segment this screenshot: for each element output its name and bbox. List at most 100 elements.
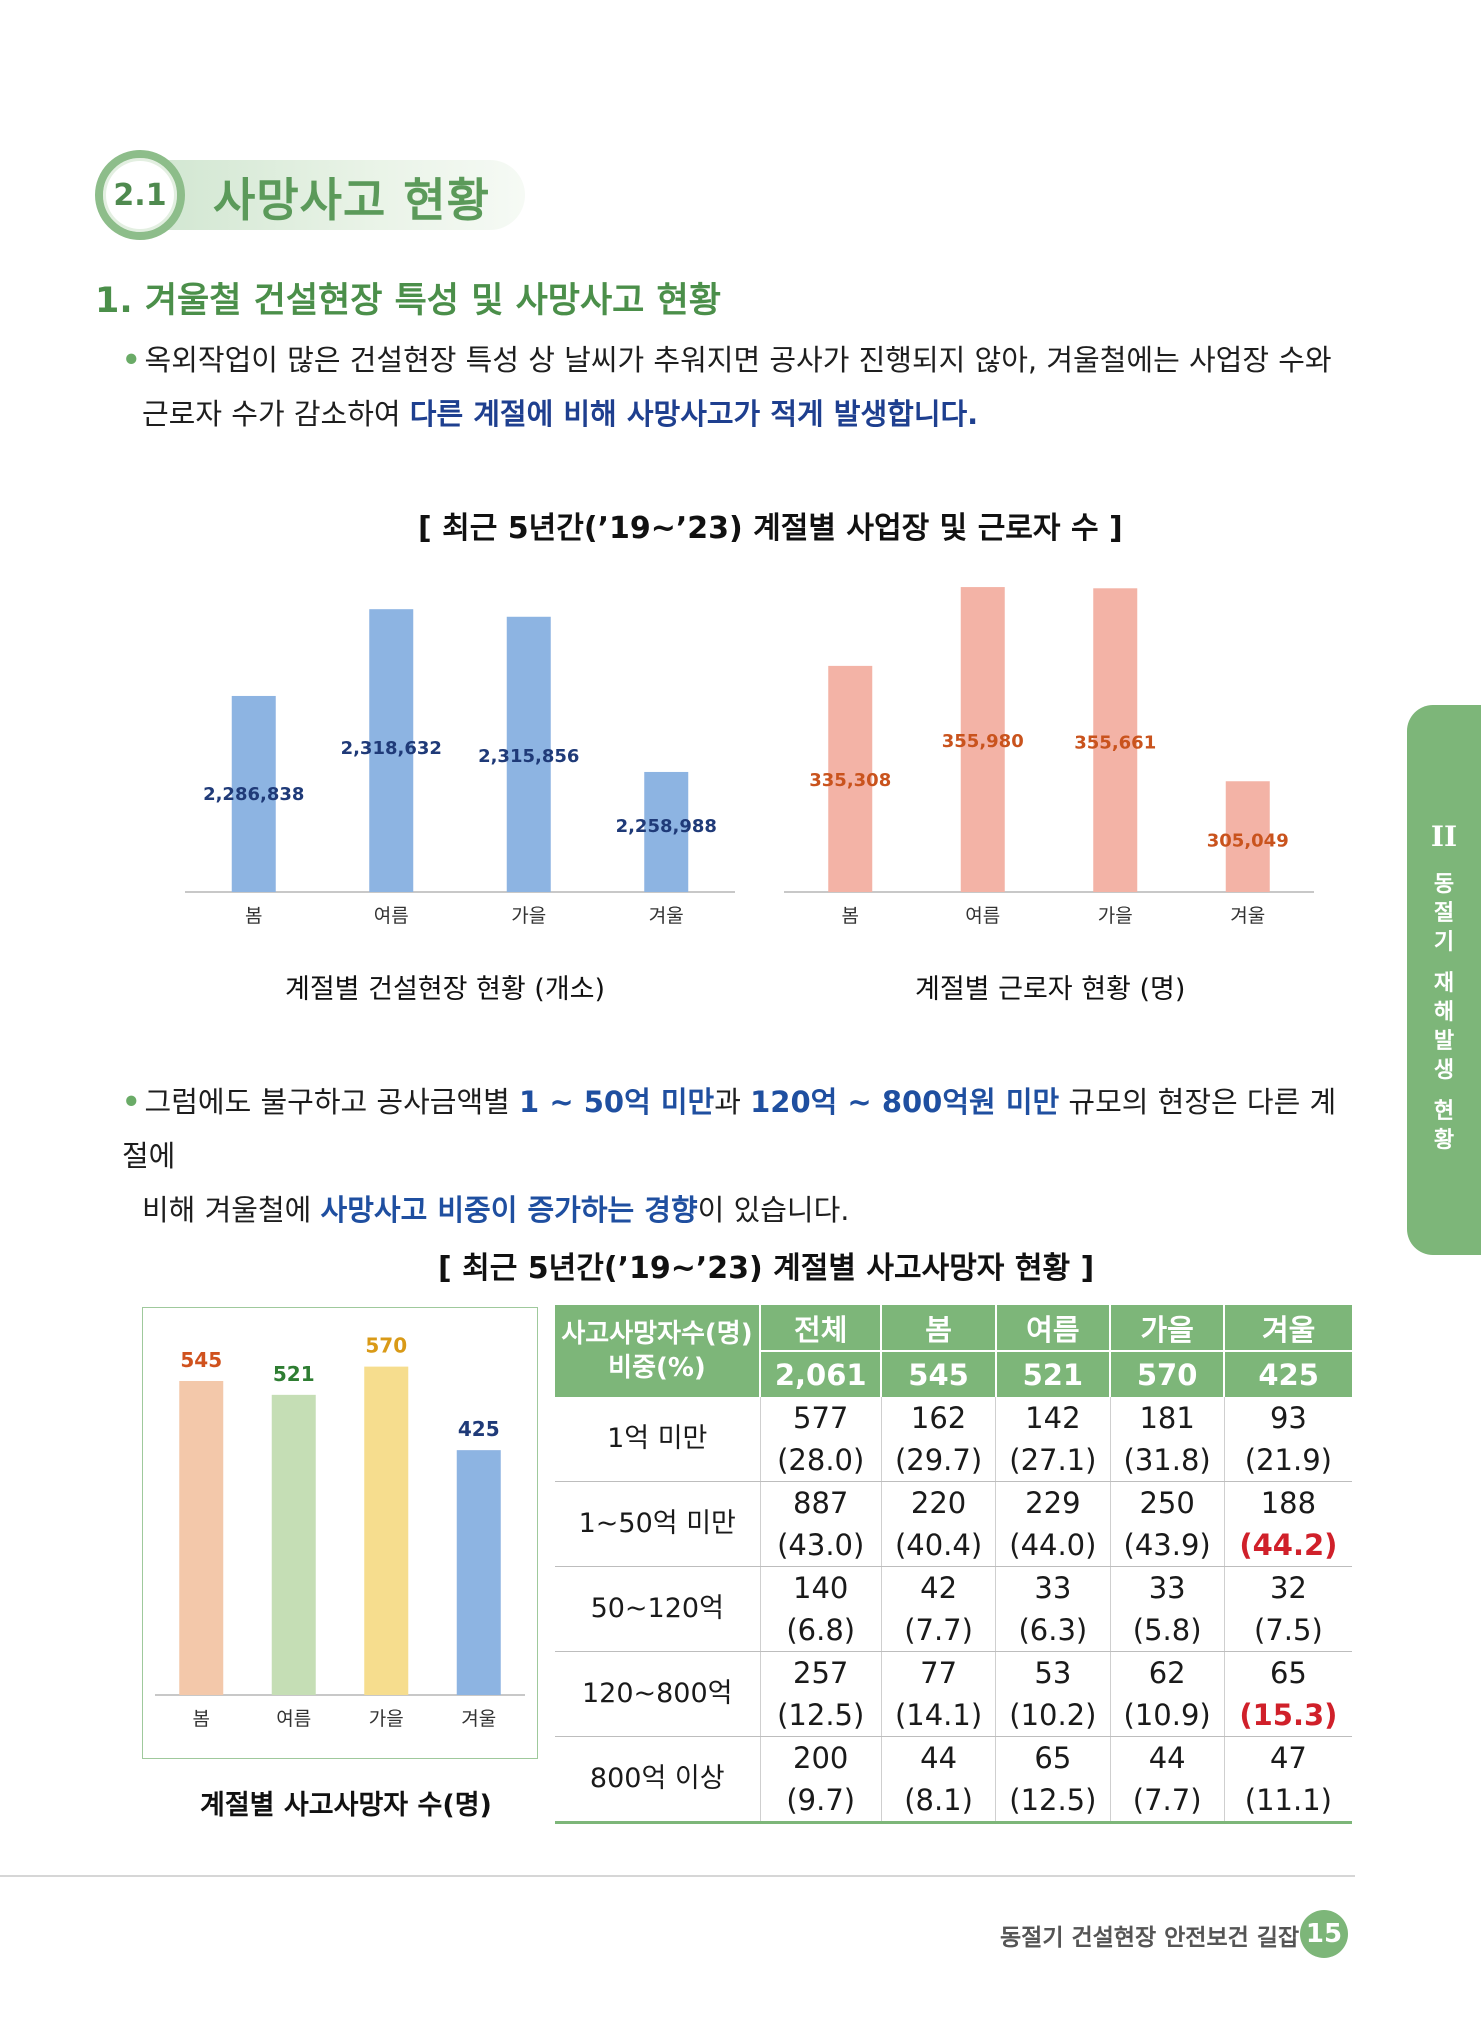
category-label: 여름 xyxy=(374,905,409,927)
chapter-title-char: 기 xyxy=(1433,930,1455,955)
count-cell: 887 xyxy=(760,1481,882,1524)
category-label: 봄 xyxy=(193,1708,210,1730)
percent-cell: (14.1) xyxy=(881,1694,997,1737)
chapter-title-char: 동 xyxy=(1433,872,1455,897)
bar xyxy=(960,587,1005,892)
data-label: 2,318,632 xyxy=(341,738,442,759)
percent-cell: (21.9) xyxy=(1224,1439,1352,1482)
category-label: 가을 xyxy=(1098,905,1133,927)
chart-fatalities: 545 봄 521 여름 570 가을 425 겨울 xyxy=(155,1334,525,1730)
chapter-number: II xyxy=(1430,820,1458,853)
category-label: 겨울 xyxy=(649,905,684,927)
percent-cell: (5.8) xyxy=(1110,1609,1225,1652)
chapter-title-char: 황 xyxy=(1433,1128,1455,1153)
percent-cell: (44.0) xyxy=(995,1524,1111,1567)
percent-cell: (40.4) xyxy=(881,1524,997,1567)
bullet2-p3: 규모의 현장은 다른 계절에 xyxy=(122,1085,1337,1173)
chart3-caption: 계절별 사고사망자 수(명) xyxy=(200,1790,492,1821)
percent-cell: (12.5) xyxy=(760,1694,882,1737)
count-cell: 33 xyxy=(995,1566,1111,1609)
data-label: 570 xyxy=(365,1334,407,1358)
data-label: 305,049 xyxy=(1207,830,1289,851)
count-cell: 162 xyxy=(881,1397,997,1439)
table-row: 1~50억 미만 887 220 229 250 188 xyxy=(555,1481,1352,1567)
count-cell: 577 xyxy=(760,1397,882,1439)
corner-line1: 사고사망자수(명) xyxy=(561,1319,753,1349)
bullet2-p2: 과 xyxy=(714,1085,751,1119)
table-row-pct: (9.7) (8.1) (12.5) (7.7) (11.1) xyxy=(555,1779,1352,1824)
table-row-pct: (28.0) (29.7) (27.1) (31.8) (21.9) xyxy=(555,1439,1352,1482)
bullet2-highlight-2: 120억 ~ 800억원 미만 xyxy=(750,1085,1060,1119)
percent-cell: (29.7) xyxy=(881,1439,997,1482)
bar xyxy=(364,1366,409,1695)
header-summer: 여름 xyxy=(995,1305,1112,1351)
count-cell: 32 xyxy=(1269,1571,1307,1605)
section-number: 2.1 xyxy=(113,177,167,213)
chapter-title-char: 현 xyxy=(1433,1099,1455,1124)
category-label: 겨울 xyxy=(1230,905,1265,927)
bar xyxy=(179,1381,224,1695)
chapter-title-char xyxy=(1407,1085,1481,1097)
footer-title: 동절기 건설현장 안전보건 길잡이 xyxy=(1000,1925,1321,1951)
chapter-title-char: 생 xyxy=(1433,1058,1455,1083)
count-cell: 65 xyxy=(995,1736,1111,1779)
percent-cell: (12.5) xyxy=(995,1779,1111,1824)
row-label: 1억 미만 xyxy=(555,1397,761,1482)
table-row: 1억 미만 577 162 142 181 93 xyxy=(555,1397,1352,1482)
row-label: 120~800억 xyxy=(555,1651,761,1737)
total-all: 2,061 xyxy=(760,1350,883,1397)
bar xyxy=(1093,588,1138,892)
count-cell: 142 xyxy=(995,1397,1111,1439)
total-summer: 521 xyxy=(995,1350,1112,1397)
bullet1-line1: 옥외작업이 많은 건설현장 특성 상 날씨가 추워지면 공사가 진행되지 않아,… xyxy=(144,343,1332,377)
bullet-paragraph-2: • 그럼에도 불구하고 공사금액별 1 ~ 50억 미만과 120억 ~ 800억… xyxy=(122,1075,1362,1237)
chart-construction-sites: 2,286,838 봄 2,318,632 여름 2,315,856 가을 2,258,98… xyxy=(185,609,735,927)
percent-cell: (6.3) xyxy=(995,1609,1111,1652)
percent-cell: (27.1) xyxy=(995,1439,1111,1482)
subsection-heading: 1. 겨울철 건설현장 특성 및 사망사고 현황 xyxy=(95,281,721,321)
count-cell: 65 xyxy=(1269,1656,1307,1690)
table-row: 800억 이상 200 44 65 44 47 xyxy=(555,1736,1352,1824)
percent-cell: (15.3) xyxy=(1224,1694,1352,1737)
bar xyxy=(231,695,276,892)
bullet1-highlight: 다른 계절에 비해 사망사고가 적게 발생합니다. xyxy=(409,397,979,431)
chapter-title-char xyxy=(1407,957,1481,969)
percent-cell: (7.7) xyxy=(881,1609,997,1652)
percent-cell: (44.2) xyxy=(1224,1524,1352,1567)
chart1-caption: 계절별 건설현장 현황 (개소) xyxy=(285,974,606,1005)
percent-cell: (10.2) xyxy=(995,1694,1111,1737)
data-label: 355,980 xyxy=(942,731,1024,752)
count-cell: 44 xyxy=(1110,1736,1225,1779)
bullet-dot-icon: • xyxy=(122,343,141,377)
bullet2-highlight-1: 1 ~ 50억 미만 xyxy=(519,1085,715,1119)
bar xyxy=(1225,781,1270,892)
count-cell: 257 xyxy=(760,1651,882,1694)
percent-cell: (7.5) xyxy=(1224,1609,1352,1652)
table-row-pct: (43.0) (40.4) (44.0) (43.9) (44.2) xyxy=(555,1524,1352,1567)
data-label: 425 xyxy=(458,1417,500,1441)
chart2-caption: 계절별 근로자 현황 (명) xyxy=(915,974,1186,1005)
percent-cell: (31.8) xyxy=(1110,1439,1225,1482)
total-winter: 425 xyxy=(1224,1350,1352,1397)
header-autumn: 가을 xyxy=(1110,1305,1226,1351)
bullet2-p4: 비해 겨울철에 xyxy=(142,1193,321,1227)
data-label: 335,308 xyxy=(809,770,891,791)
section-title: 사망사고 현황 xyxy=(213,173,490,227)
percent-cell: (43.0) xyxy=(760,1524,882,1567)
count-cell: 250 xyxy=(1110,1481,1225,1524)
bar xyxy=(369,609,414,892)
count-cell: 93 xyxy=(1269,1401,1307,1435)
category-label: 봄 xyxy=(245,905,262,927)
chapter-title-char: 해 xyxy=(1433,1000,1455,1025)
row-label: 800억 이상 xyxy=(555,1736,761,1824)
data-label: 2,286,838 xyxy=(203,784,304,805)
header-spring: 봄 xyxy=(881,1305,997,1351)
percent-cell: (8.1) xyxy=(881,1779,997,1824)
count-cell: 44 xyxy=(881,1736,997,1779)
bullet-dot-icon: • xyxy=(122,1085,141,1119)
count-cell: 42 xyxy=(881,1566,997,1609)
category-label: 가을 xyxy=(369,1708,404,1730)
header-total: 전체 xyxy=(760,1305,883,1351)
footer-divider xyxy=(0,1875,1355,1877)
